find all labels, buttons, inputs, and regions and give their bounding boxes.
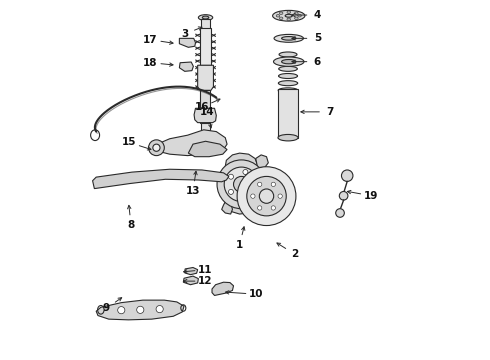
Text: 4: 4 xyxy=(314,10,321,20)
Circle shape xyxy=(156,306,163,313)
Text: 1: 1 xyxy=(236,240,243,250)
Circle shape xyxy=(278,194,282,198)
Text: 15: 15 xyxy=(122,138,136,148)
Text: 19: 19 xyxy=(364,191,378,201)
Ellipse shape xyxy=(287,18,291,21)
Circle shape xyxy=(153,144,160,151)
Polygon shape xyxy=(96,300,184,320)
Polygon shape xyxy=(185,267,197,275)
Polygon shape xyxy=(179,62,194,71)
Bar xyxy=(200,90,210,123)
Text: 17: 17 xyxy=(143,35,158,45)
Circle shape xyxy=(118,307,125,314)
Ellipse shape xyxy=(279,66,297,71)
Polygon shape xyxy=(183,276,198,285)
Ellipse shape xyxy=(282,37,296,40)
Ellipse shape xyxy=(279,17,283,19)
Ellipse shape xyxy=(278,73,297,78)
Polygon shape xyxy=(197,65,214,90)
Bar xyxy=(278,89,298,138)
Circle shape xyxy=(243,170,248,175)
Bar xyxy=(201,19,210,30)
Circle shape xyxy=(342,170,353,181)
Ellipse shape xyxy=(274,35,303,42)
Circle shape xyxy=(252,182,257,187)
Ellipse shape xyxy=(276,14,280,17)
Circle shape xyxy=(336,209,344,217)
Bar xyxy=(200,123,210,137)
Text: 2: 2 xyxy=(291,249,298,259)
Circle shape xyxy=(237,167,296,226)
Text: 3: 3 xyxy=(181,29,188,39)
Circle shape xyxy=(271,206,275,210)
Bar xyxy=(200,28,211,65)
Ellipse shape xyxy=(287,11,291,13)
Circle shape xyxy=(339,192,348,200)
Ellipse shape xyxy=(278,134,298,141)
Circle shape xyxy=(259,189,274,203)
Ellipse shape xyxy=(298,14,301,17)
Ellipse shape xyxy=(294,12,298,14)
Polygon shape xyxy=(179,39,196,47)
Ellipse shape xyxy=(278,81,298,86)
Ellipse shape xyxy=(279,52,297,57)
Text: 11: 11 xyxy=(198,265,213,275)
Polygon shape xyxy=(93,169,229,189)
Circle shape xyxy=(251,194,255,198)
Text: 13: 13 xyxy=(186,186,200,197)
Circle shape xyxy=(271,182,275,186)
Text: 7: 7 xyxy=(326,107,334,117)
Circle shape xyxy=(243,194,248,199)
Ellipse shape xyxy=(273,57,304,66)
Ellipse shape xyxy=(294,17,298,19)
Text: 9: 9 xyxy=(103,303,110,313)
Text: 5: 5 xyxy=(314,33,321,43)
Polygon shape xyxy=(223,153,258,214)
Polygon shape xyxy=(194,108,216,123)
Text: 16: 16 xyxy=(195,102,209,112)
Circle shape xyxy=(258,206,262,210)
Text: 8: 8 xyxy=(127,220,135,230)
Polygon shape xyxy=(157,130,227,156)
Ellipse shape xyxy=(278,88,298,93)
Circle shape xyxy=(148,140,164,156)
Text: 14: 14 xyxy=(200,107,215,117)
Circle shape xyxy=(217,160,266,209)
Polygon shape xyxy=(221,200,232,214)
Circle shape xyxy=(224,167,259,202)
Ellipse shape xyxy=(272,10,305,21)
Polygon shape xyxy=(256,155,269,167)
Circle shape xyxy=(247,176,286,216)
Circle shape xyxy=(234,176,249,192)
Circle shape xyxy=(258,182,262,186)
Ellipse shape xyxy=(198,15,213,21)
Ellipse shape xyxy=(279,12,283,14)
Ellipse shape xyxy=(285,14,293,17)
Text: 6: 6 xyxy=(314,57,321,67)
Text: 10: 10 xyxy=(249,289,264,299)
Circle shape xyxy=(228,174,233,179)
Circle shape xyxy=(137,306,144,314)
Polygon shape xyxy=(188,141,227,157)
Ellipse shape xyxy=(279,59,297,64)
Ellipse shape xyxy=(202,16,209,19)
Ellipse shape xyxy=(282,59,296,64)
Text: 18: 18 xyxy=(143,58,158,68)
Circle shape xyxy=(228,189,233,194)
Text: 12: 12 xyxy=(198,276,213,286)
Polygon shape xyxy=(212,282,234,296)
